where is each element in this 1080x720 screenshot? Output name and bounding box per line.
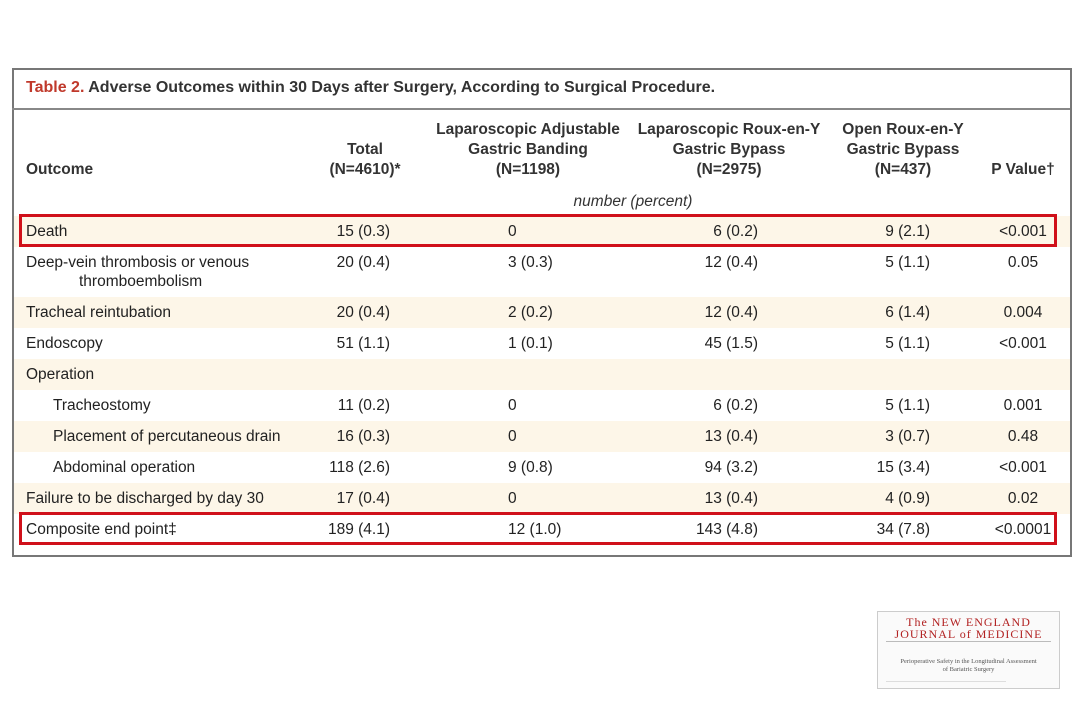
cell: 45 (1.5) — [704, 335, 758, 352]
row-label: Abdominal operation — [53, 459, 196, 476]
row-label: Tracheostomy — [53, 397, 151, 414]
cell: 16 (0.3) — [336, 428, 390, 445]
cell: 0.001 — [1003, 397, 1043, 414]
cell: 12 (1.0) — [508, 521, 562, 538]
row-background — [14, 359, 1070, 390]
cell: 6 (0.2) — [713, 397, 758, 414]
cell: 5 (1.1) — [885, 254, 930, 271]
cell: 17 (0.4) — [336, 490, 390, 507]
article-title: of Bariatric Surgery — [942, 666, 995, 673]
cell: 15 (3.4) — [876, 459, 930, 476]
cell: 0.02 — [1007, 490, 1039, 507]
cell: 94 (3.2) — [704, 459, 758, 476]
row-label: Failure to be discharged by day 30 — [26, 490, 264, 507]
cell: 20 (0.4) — [336, 254, 390, 271]
cell: 118 (2.6) — [329, 459, 390, 476]
journal-name: JOURNAL of MEDICINE — [894, 627, 1043, 641]
cell: 9 (0.8) — [508, 459, 553, 476]
row-background — [14, 297, 1070, 328]
row-label: Tracheal reintubation — [26, 304, 172, 321]
row-label: Endoscopy — [26, 335, 103, 352]
column-header: Laparoscopic Adjustable — [436, 121, 620, 138]
column-header: (N=1198) — [495, 161, 561, 178]
column-header: Open Roux-en-Y — [842, 121, 964, 138]
cell: 13 (0.4) — [704, 428, 758, 445]
cell: 11 (0.2) — [337, 397, 390, 414]
cell: <0.001 — [999, 459, 1047, 476]
title-bar — [12, 70, 1070, 110]
row-background — [14, 483, 1070, 514]
cell: 5 (1.1) — [885, 335, 930, 352]
cell: 20 (0.4) — [336, 304, 390, 321]
cell: 0.48 — [1007, 428, 1039, 445]
cell: 13 (0.4) — [704, 490, 758, 507]
cell: 0 — [508, 490, 517, 507]
cell: 0.05 — [1007, 254, 1039, 271]
unit-note: number (percent) — [573, 193, 693, 210]
cell: 3 (0.7) — [885, 428, 930, 445]
row-label: thromboembolism — [79, 273, 203, 290]
column-header: Outcome — [26, 161, 94, 178]
column-header: (N=4610)* — [329, 161, 401, 178]
row-label: Operation — [26, 366, 95, 383]
cell: 12 (0.4) — [704, 254, 758, 271]
row-label: Placement of percutaneous drain — [53, 428, 281, 445]
cell: <0.001 — [999, 223, 1047, 240]
cell: 9 (2.1) — [885, 223, 930, 240]
column-header: Gastric Bypass — [672, 141, 786, 158]
table-border — [12, 68, 1072, 557]
cell: 15 (0.3) — [336, 223, 390, 240]
cell: <0.0001 — [994, 521, 1052, 538]
row-label: Death — [26, 223, 68, 240]
column-header: (N=437) — [874, 161, 932, 178]
cell: 0 — [508, 223, 517, 240]
title-text: Adverse Outcomes within 30 Days after Su… — [88, 79, 716, 96]
table-title: Table 2. Adverse Outcomes within 30 Days… — [26, 79, 715, 97]
cell: 143 (4.8) — [695, 521, 758, 538]
cell: 5 (1.1) — [885, 397, 930, 414]
cell: 189 (4.1) — [327, 521, 390, 538]
cell: 0 — [508, 397, 517, 414]
cell: 2 (0.2) — [508, 304, 553, 321]
column-header: Total — [347, 141, 383, 158]
cell: 3 (0.3) — [508, 254, 553, 271]
rule — [886, 681, 1006, 682]
highlight-box — [19, 214, 1057, 247]
cell: 1 (0.1) — [508, 335, 553, 352]
cell: 34 (7.8) — [876, 521, 930, 538]
highlight-box — [19, 512, 1057, 545]
cell: 4 (0.9) — [885, 490, 930, 507]
cell: 6 (1.4) — [885, 304, 930, 321]
row-label: Composite end point‡ — [26, 521, 177, 538]
cell: <0.001 — [999, 335, 1047, 352]
column-header: Gastric Bypass — [846, 141, 960, 158]
column-header: P Value† — [991, 161, 1055, 178]
cell: 51 (1.1) — [336, 335, 390, 352]
rule — [886, 641, 1051, 642]
cell: 6 (0.2) — [713, 223, 758, 240]
row-background — [14, 421, 1070, 452]
journal-logo: The NEW ENGLAND JOURNAL of MEDICINE Periop… — [877, 611, 1060, 689]
column-header: Gastric Banding — [468, 141, 588, 158]
column-header: (N=2975) — [696, 161, 762, 178]
cell: 0.004 — [1003, 304, 1043, 321]
title-label: Table 2. — [26, 79, 85, 96]
column-header: Laparoscopic Roux-en-Y — [637, 121, 821, 138]
row-background — [14, 216, 1070, 247]
cell: 12 (0.4) — [704, 304, 758, 321]
article-title: Perioperative Safety in the Longitudinal… — [900, 658, 1037, 665]
row-label: Deep-vein thrombosis or venous — [26, 254, 250, 271]
cell: 0 — [508, 428, 517, 445]
journal-name: The NEW ENGLAND — [906, 615, 1031, 629]
